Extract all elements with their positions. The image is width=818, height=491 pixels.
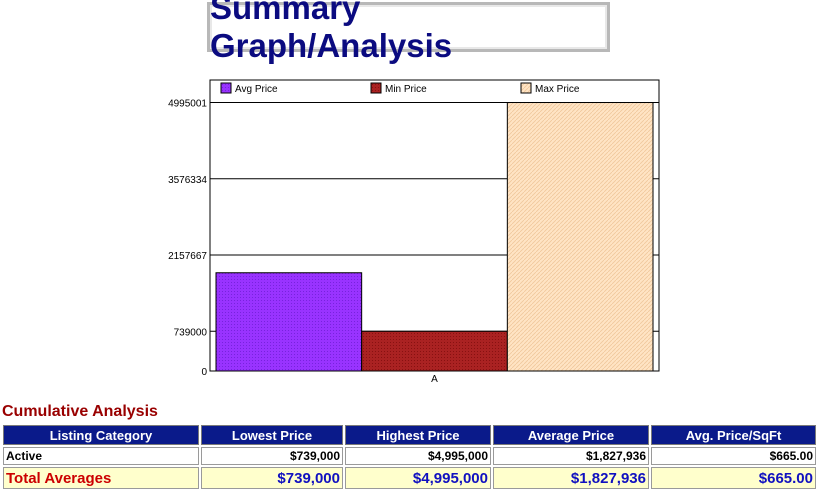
col-highest-price: Highest Price — [345, 425, 491, 445]
row-lowest-price: $739,000 — [201, 447, 343, 465]
bar-max-price — [506, 102, 654, 372]
summary-bar-chart: 0 739000 2157667 3576334 4995001 A Avg Price Mi… — [168, 79, 660, 385]
y-tick-label: 3576334 — [168, 175, 207, 186]
legend-swatch-min-price — [370, 82, 382, 94]
total-label: Total Averages — [3, 467, 199, 489]
page-title-box: Summary Graph/Analysis — [207, 0, 610, 64]
legend-swatch-max-price — [520, 82, 532, 94]
cumulative-table: Listing Category Lowest Price Highest Pr… — [1, 423, 818, 491]
col-lowest-price: Lowest Price — [201, 425, 343, 445]
total-lowest-price: $739,000 — [201, 467, 343, 489]
x-tick-label: A — [431, 374, 438, 385]
total-avg-price-sqft: $665.00 — [651, 467, 816, 489]
bar-min-price — [361, 330, 508, 372]
total-row: Total Averages $739,000 $4,995,000 $1,82… — [3, 467, 816, 489]
y-tick-label: 739000 — [174, 327, 208, 338]
y-tick-label: 4995001 — [168, 99, 207, 110]
legend-swatch-avg-price — [220, 82, 232, 94]
page-title: Summary Graph/Analysis — [210, 0, 453, 64]
row-category: Active — [3, 447, 199, 465]
total-average-price: $1,827,936 — [493, 467, 649, 489]
legend-label: Avg Price — [235, 84, 278, 95]
legend-label: Min Price — [385, 84, 427, 95]
col-average-price: Average Price — [493, 425, 649, 445]
col-avg-price-sqft: Avg. Price/SqFt — [651, 425, 816, 445]
row-average-price: $1,827,936 — [493, 447, 649, 465]
total-highest-price: $4,995,000 — [345, 467, 491, 489]
table-row: Active $739,000 $4,995,000 $1,827,936 $6… — [3, 447, 816, 465]
y-tick-label: 0 — [201, 367, 207, 378]
y-tick-label: 2157667 — [168, 251, 207, 262]
table-header-row: Listing Category Lowest Price Highest Pr… — [3, 425, 816, 445]
col-listing-category: Listing Category — [3, 425, 199, 445]
legend-label: Max Price — [535, 84, 580, 95]
cumulative-analysis-title: Cumulative Analysis — [2, 403, 158, 420]
bar-avg-price — [215, 272, 363, 372]
row-highest-price: $4,995,000 — [345, 447, 491, 465]
row-avg-price-sqft: $665.00 — [651, 447, 816, 465]
